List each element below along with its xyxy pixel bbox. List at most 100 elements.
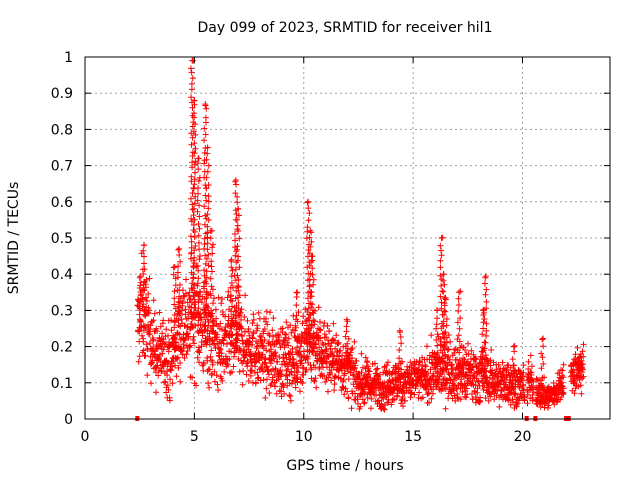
data-point bbox=[191, 340, 198, 347]
data-point bbox=[558, 379, 565, 386]
data-point bbox=[263, 308, 270, 315]
data-point bbox=[322, 378, 329, 385]
data-point bbox=[310, 317, 317, 324]
data-point bbox=[293, 302, 300, 309]
data-point bbox=[204, 150, 211, 157]
data-point bbox=[192, 169, 199, 176]
x-tick-label: 10 bbox=[295, 429, 313, 445]
data-point bbox=[344, 349, 351, 356]
data-point bbox=[456, 371, 462, 378]
data-point bbox=[396, 347, 403, 353]
data-point bbox=[345, 352, 352, 359]
data-point bbox=[158, 367, 165, 374]
data-point bbox=[559, 367, 566, 374]
data-point bbox=[441, 308, 448, 314]
data-point bbox=[212, 306, 219, 313]
data-point bbox=[244, 317, 251, 324]
data-point bbox=[208, 347, 215, 354]
data-point bbox=[572, 351, 579, 358]
data-point bbox=[189, 75, 196, 82]
data-point bbox=[187, 342, 194, 349]
data-point bbox=[137, 282, 144, 289]
data-point bbox=[443, 334, 450, 341]
data-point bbox=[192, 131, 199, 138]
data-point bbox=[218, 326, 225, 333]
data-point bbox=[194, 208, 201, 215]
data-point bbox=[202, 114, 209, 121]
data-point bbox=[341, 370, 348, 377]
data-point bbox=[306, 336, 313, 343]
data-point bbox=[234, 243, 241, 250]
data-point bbox=[243, 371, 250, 378]
data-point bbox=[247, 348, 254, 355]
data-point bbox=[205, 205, 212, 212]
data-point bbox=[188, 173, 195, 180]
data-point bbox=[195, 190, 201, 197]
data-point bbox=[540, 360, 547, 367]
data-point bbox=[520, 381, 527, 388]
data-point bbox=[472, 382, 479, 388]
data-point bbox=[397, 379, 404, 385]
data-point bbox=[191, 247, 198, 254]
data-point bbox=[332, 345, 339, 352]
data-point bbox=[349, 355, 355, 362]
data-point bbox=[316, 326, 323, 333]
data-point bbox=[147, 322, 154, 329]
data-point bbox=[308, 238, 315, 245]
data-point bbox=[328, 377, 335, 384]
data-point bbox=[190, 336, 196, 343]
data-point bbox=[308, 289, 315, 296]
data-point bbox=[283, 372, 290, 379]
data-point bbox=[242, 352, 249, 359]
data-point bbox=[365, 371, 372, 378]
data-point bbox=[396, 355, 403, 362]
data-point bbox=[434, 307, 441, 314]
data-point bbox=[511, 342, 518, 349]
data-point bbox=[358, 350, 365, 357]
data-point bbox=[201, 267, 208, 274]
data-point bbox=[228, 264, 235, 271]
data-point bbox=[201, 241, 208, 248]
data-point bbox=[333, 332, 340, 339]
data-point bbox=[209, 328, 216, 335]
data-point bbox=[202, 101, 209, 108]
data-point bbox=[254, 369, 261, 376]
data-point bbox=[470, 373, 477, 380]
data-point bbox=[204, 144, 211, 151]
data-point bbox=[439, 288, 446, 294]
data-point bbox=[205, 193, 212, 200]
data-point bbox=[298, 340, 305, 347]
data-point bbox=[195, 305, 202, 312]
data-point bbox=[437, 264, 444, 271]
data-point bbox=[481, 339, 488, 346]
data-point bbox=[148, 380, 154, 387]
data-point bbox=[323, 334, 330, 341]
data-point bbox=[146, 275, 153, 282]
data-point bbox=[205, 251, 212, 258]
data-point bbox=[285, 335, 292, 342]
data-point bbox=[323, 346, 330, 353]
data-point bbox=[177, 304, 183, 311]
data-point bbox=[142, 313, 149, 319]
data-point bbox=[269, 327, 276, 334]
data-point bbox=[294, 333, 301, 340]
data-point bbox=[165, 332, 171, 339]
data-point bbox=[211, 368, 218, 375]
data-point bbox=[154, 362, 161, 369]
data-point bbox=[191, 150, 198, 157]
data-point bbox=[143, 294, 149, 301]
data-point bbox=[514, 374, 521, 381]
data-point bbox=[519, 373, 526, 380]
y-tick-label: 0.2 bbox=[51, 340, 73, 356]
data-point bbox=[377, 371, 383, 378]
data-point bbox=[482, 291, 489, 298]
data-point bbox=[398, 397, 405, 404]
data-point bbox=[273, 390, 280, 397]
data-point bbox=[456, 362, 462, 369]
data-point bbox=[235, 228, 242, 234]
data-point bbox=[250, 316, 257, 323]
data-point bbox=[437, 341, 444, 348]
data-point bbox=[227, 321, 234, 327]
data-point bbox=[374, 372, 381, 379]
data-point bbox=[146, 307, 153, 314]
